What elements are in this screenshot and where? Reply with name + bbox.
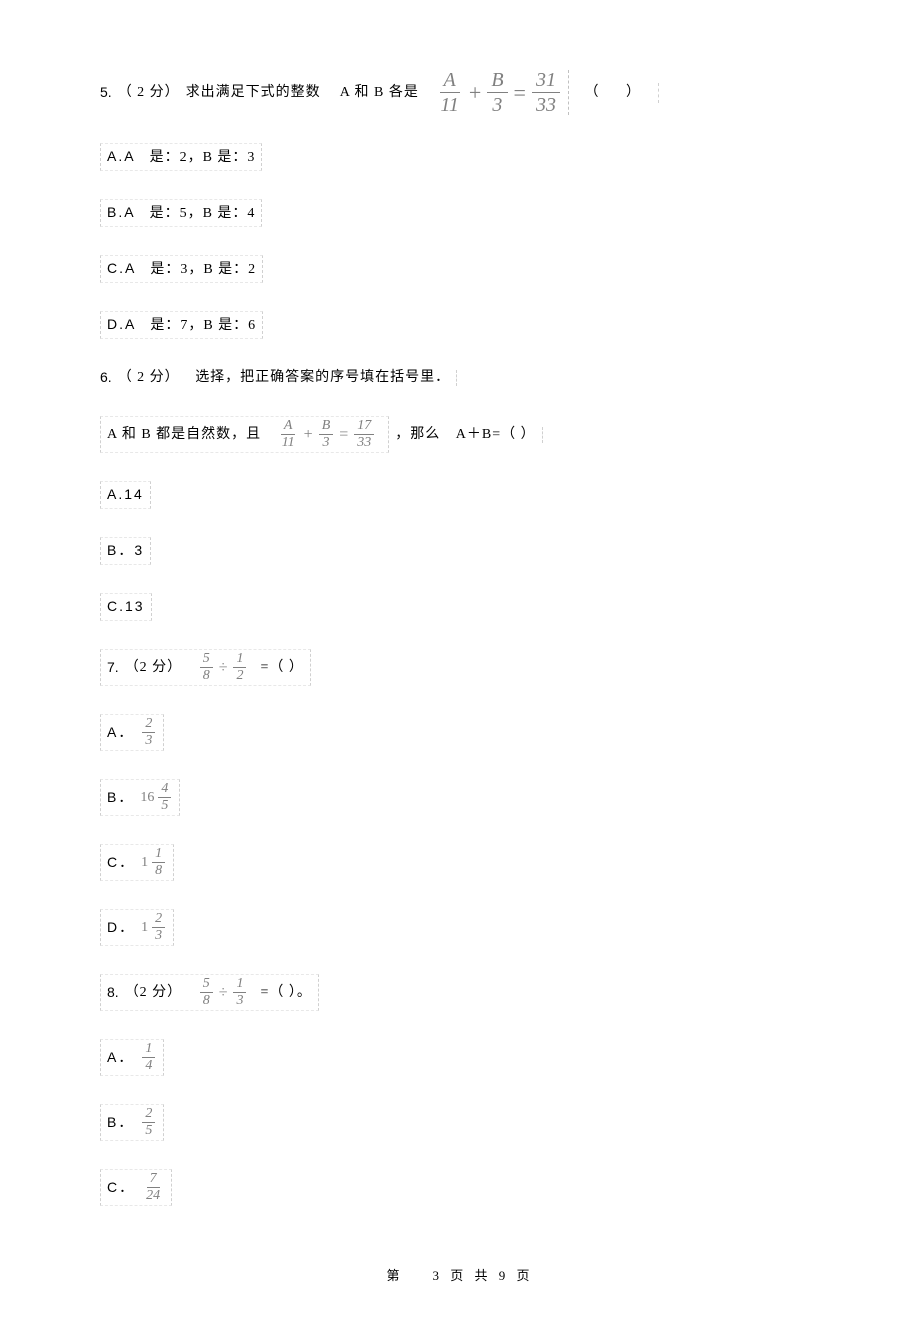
q7-option-b: B． 16 45 [100,779,820,816]
q5-text1: 求出满足下式的整数 [186,82,321,103]
q8-number: 8. [107,982,119,1003]
q5-stem: 5. （ 2 分） 求出满足下式的整数 A 和 B 各是 A11 + B3 = … [100,70,820,115]
q5-blank: （ ） [584,82,652,103]
q6-stem-line1: 6. （ 2 分） 选择，把正确答案的序号填在括号里． [100,367,820,388]
q6-stem-line2: A 和 B 都是自然数，且 A11 + B3 = 1733 ，那么 A＋B=（ … [100,416,820,453]
q7-stem: 7. （2 分） 58 ÷ 12 =（ ） [100,649,820,686]
q6-text1: 选择，把正确答案的序号填在括号里． [195,367,450,388]
q6-equation: A11 + B3 = 1733 [277,419,383,450]
footer-page: 3 页 共 9 页 [433,1268,534,1283]
footer-label: 第 [386,1268,403,1283]
q5-number: 5. [100,82,112,103]
q7-equation: 58 ÷ 12 [198,652,255,683]
q6-number: 6. [100,367,112,388]
q7-option-d: D． 1 23 [100,909,820,946]
q5-option-a: A.A 是：2，B 是：3 [100,143,820,171]
q7-option-a: A． 23 [100,714,820,751]
q5-equation: A11 + B3 = 3133 [434,70,569,115]
q8-points: （2 分） [125,982,183,1003]
q7-points: （2 分） [125,657,183,678]
page-footer: 第 3 页 共 9 页 [100,1266,820,1286]
q5-option-d: D.A 是：7，B 是：6 [100,311,820,339]
q7-number: 7. [107,657,119,678]
q5-option-b: B.A 是：5，B 是：4 [100,199,820,227]
q6-points: （ 2 分） [118,367,180,388]
question-8: 8. （2 分） 58 ÷ 13 =（ ）。 [100,974,820,1011]
q5-text2: A 和 B 各是 [340,82,419,103]
q7-option-c: C． 1 18 [100,844,820,881]
q5-points: （ 2 分） [118,82,180,103]
q8-option-c: C． 724 [100,1169,820,1206]
q6-option-b: B．3 [100,537,820,565]
q8-stem: 8. （2 分） 58 ÷ 13 =（ ）。 [100,974,820,1011]
q6-option-a: A.14 [100,481,820,509]
question-7: 7. （2 分） 58 ÷ 12 =（ ） [100,649,820,686]
q8-equation: 58 ÷ 13 [198,977,255,1008]
question-5: 5. （ 2 分） 求出满足下式的整数 A 和 B 各是 A11 + B3 = … [100,70,820,115]
q8-option-a: A． 14 [100,1039,820,1076]
q6-option-c: C.13 [100,593,820,621]
q8-option-b: B． 25 [100,1104,820,1141]
q5-option-c: C.A 是：3，B 是：2 [100,255,820,283]
question-6: 6. （ 2 分） 选择，把正确答案的序号填在括号里． [100,367,820,388]
